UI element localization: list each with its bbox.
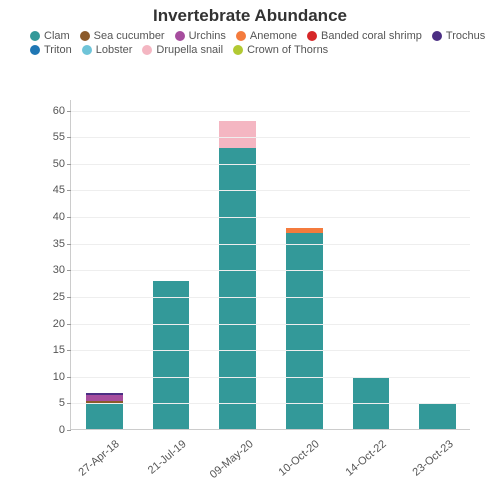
y-tick-label: 0 xyxy=(59,424,65,436)
bar-group xyxy=(86,393,123,430)
x-axis-baseline xyxy=(71,429,470,430)
x-tick-label: 10-Oct-20 xyxy=(268,438,322,486)
y-tick-label: 10 xyxy=(53,371,65,383)
bar-segment xyxy=(153,281,190,430)
legend-swatch xyxy=(82,45,92,55)
grid-line xyxy=(71,270,470,271)
bar-group xyxy=(219,121,256,430)
y-tick-mark xyxy=(67,244,71,245)
bar-segment xyxy=(286,228,323,233)
y-tick-label: 50 xyxy=(53,158,65,170)
grid-line xyxy=(71,164,470,165)
y-tick-label: 30 xyxy=(53,264,65,276)
y-tick-label: 60 xyxy=(53,105,65,117)
y-tick-mark xyxy=(67,430,71,431)
grid-line xyxy=(71,324,470,325)
legend-item: Sea cucumber xyxy=(80,30,165,42)
bar-segment xyxy=(286,233,323,430)
grid-line xyxy=(71,137,470,138)
legend-item: Banded coral shrimp xyxy=(307,30,422,42)
legend-label: Anemone xyxy=(250,30,297,42)
bar-group xyxy=(286,228,323,430)
bar-segment xyxy=(86,395,123,400)
legend-swatch xyxy=(175,31,185,41)
y-tick-mark xyxy=(67,111,71,112)
legend-swatch xyxy=(142,45,152,55)
bars-layer xyxy=(71,100,470,430)
grid-line xyxy=(71,111,470,112)
x-tick-label: 27-Apr-18 xyxy=(68,438,122,486)
legend-item: Clam xyxy=(30,30,70,42)
x-tick-label: 23-Oct-23 xyxy=(402,438,456,486)
y-tick-label: 55 xyxy=(53,131,65,143)
bar-segment xyxy=(219,121,256,148)
legend: Clam Sea cucumber Urchins Anemone Banded cor… xyxy=(30,30,490,56)
legend-item: Urchins xyxy=(175,30,226,42)
legend-item: Trochus xyxy=(432,30,485,42)
legend-swatch xyxy=(233,45,243,55)
chart-title: Invertebrate Abundance xyxy=(0,6,500,26)
y-tick-label: 35 xyxy=(53,238,65,250)
y-tick-label: 40 xyxy=(53,211,65,223)
legend-swatch xyxy=(80,31,90,41)
bar-group xyxy=(153,281,190,430)
grid-line xyxy=(71,190,470,191)
grid-line xyxy=(71,403,470,404)
legend-label: Trochus xyxy=(446,30,485,42)
bar-group xyxy=(419,403,456,430)
legend-item: Crown of Thorns xyxy=(233,44,328,56)
legend-label: Crown of Thorns xyxy=(247,44,328,56)
y-tick-mark xyxy=(67,403,71,404)
grid-line xyxy=(71,377,470,378)
legend-swatch xyxy=(30,31,40,41)
legend-label: Sea cucumber xyxy=(94,30,165,42)
y-tick-label: 25 xyxy=(53,291,65,303)
legend-label: Banded coral shrimp xyxy=(321,30,422,42)
legend-label: Drupella snail xyxy=(156,44,223,56)
legend-label: Triton xyxy=(44,44,72,56)
y-tick-label: 15 xyxy=(53,344,65,356)
y-tick-mark xyxy=(67,377,71,378)
plot-area: 05101520253035404550556027-Apr-1821-Jul-… xyxy=(70,100,470,430)
y-tick-mark xyxy=(67,324,71,325)
x-tick-label: 09-May-20 xyxy=(202,438,256,486)
y-tick-mark xyxy=(67,270,71,271)
bar-segment xyxy=(86,403,123,430)
legend-label: Lobster xyxy=(96,44,133,56)
y-tick-label: 45 xyxy=(53,184,65,196)
x-tick-label: 14-Oct-22 xyxy=(335,438,389,486)
y-tick-mark xyxy=(67,350,71,351)
x-tick-label: 21-Jul-19 xyxy=(135,438,189,486)
legend-item: Drupella snail xyxy=(142,44,223,56)
y-tick-mark xyxy=(67,297,71,298)
chart-container: Invertebrate Abundance Clam Sea cucumber U… xyxy=(0,0,500,500)
y-tick-mark xyxy=(67,164,71,165)
legend-swatch xyxy=(432,31,442,41)
legend-swatch xyxy=(307,31,317,41)
y-tick-mark xyxy=(67,190,71,191)
legend-item: Anemone xyxy=(236,30,297,42)
legend-item: Triton xyxy=(30,44,72,56)
grid-line xyxy=(71,217,470,218)
y-tick-label: 5 xyxy=(59,397,65,409)
legend-label: Clam xyxy=(44,30,70,42)
legend-swatch xyxy=(236,31,246,41)
y-tick-mark xyxy=(67,137,71,138)
legend-swatch xyxy=(30,45,40,55)
grid-line xyxy=(71,244,470,245)
grid-line xyxy=(71,297,470,298)
bar-segment xyxy=(419,403,456,430)
y-tick-label: 20 xyxy=(53,318,65,330)
y-tick-mark xyxy=(67,217,71,218)
legend-label: Urchins xyxy=(189,30,226,42)
legend-item: Lobster xyxy=(82,44,133,56)
bar-segment xyxy=(86,393,123,396)
grid-line xyxy=(71,350,470,351)
